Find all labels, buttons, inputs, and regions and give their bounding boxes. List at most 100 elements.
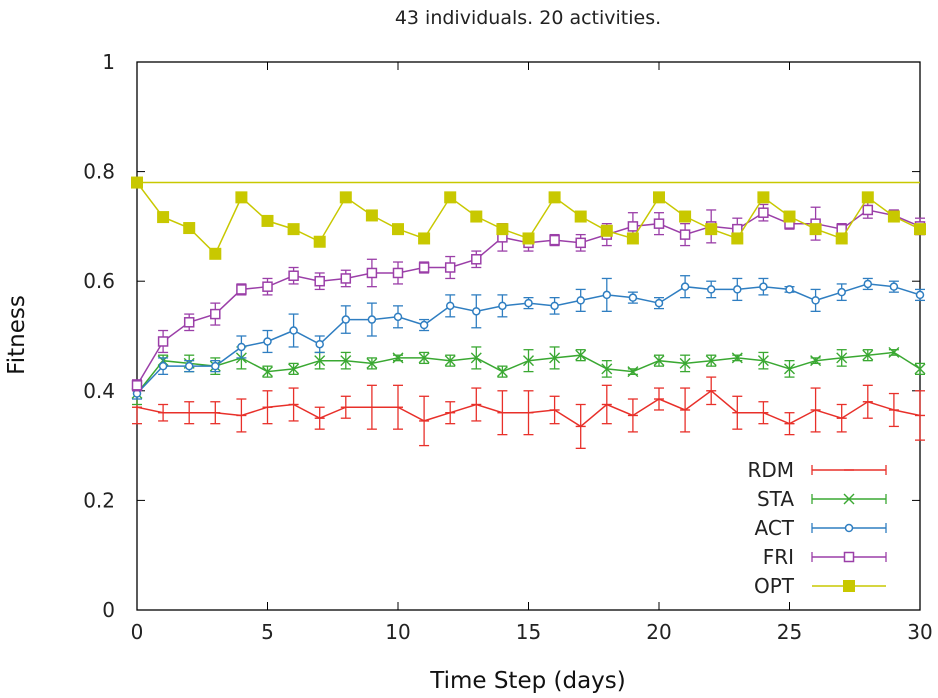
point-marker: [498, 301, 507, 311]
y-tick-label: 0.4: [83, 379, 115, 403]
point-marker-stroke: [366, 357, 378, 369]
point-marker: [183, 222, 196, 235]
point-marker: [183, 317, 195, 328]
x-tick-label: 15: [516, 620, 541, 644]
point-marker: [288, 270, 299, 281]
point-marker: [843, 493, 855, 505]
x-tick-label: 0: [131, 620, 144, 644]
point-marker: [315, 339, 324, 349]
y-tick-label: 0.8: [83, 160, 115, 184]
point-marker: [837, 287, 846, 297]
point-marker: [444, 191, 457, 204]
point-marker: [862, 349, 874, 361]
point-marker: [365, 209, 378, 222]
point-marker: [262, 366, 273, 378]
point-marker: [889, 282, 899, 291]
point-marker-stroke: [288, 363, 300, 375]
point-marker: [914, 223, 926, 236]
y-tick-label: 1: [102, 50, 115, 74]
point-marker: [785, 285, 794, 294]
point-marker-stroke: [653, 355, 665, 367]
point-marker: [628, 293, 638, 302]
point-marker-stroke: [705, 355, 717, 367]
point-marker: [757, 191, 770, 204]
y-tick-label: 0.6: [83, 269, 115, 293]
point-marker: [418, 352, 430, 364]
point-marker: [574, 210, 587, 223]
point-marker-stroke: [862, 349, 874, 361]
point-marker: [263, 337, 272, 346]
point-marker: [237, 342, 246, 352]
point-marker: [496, 366, 508, 378]
point-marker: [679, 229, 691, 240]
point-marker: [157, 211, 170, 224]
point-marker: [392, 267, 404, 279]
legend-label: STA: [757, 487, 794, 511]
point-marker: [445, 301, 455, 311]
legend-label: FRI: [763, 545, 794, 569]
y-tick-label: 0: [102, 598, 115, 622]
point-marker: [600, 224, 613, 237]
series-act: [132, 275, 925, 400]
point-marker: [472, 307, 481, 316]
series-rdm: [132, 376, 925, 449]
y-tick-label: 0.2: [83, 488, 115, 512]
point-marker-stroke: [888, 346, 900, 358]
point-marker-stroke: [340, 355, 352, 367]
point-marker: [680, 282, 690, 291]
point-marker: [444, 355, 456, 367]
point-marker: [626, 232, 639, 245]
point-marker: [313, 235, 326, 248]
axis-ticks: 0 5 10 15 20 25 30 0 0.2 0.4 0.6 0.8 1: [83, 50, 933, 644]
point-marker: [835, 232, 848, 245]
point-marker: [705, 223, 718, 236]
point-marker: [209, 247, 222, 260]
point-marker-stroke: [418, 352, 430, 364]
point-marker-stroke: [444, 355, 456, 367]
point-marker: [289, 326, 298, 335]
point-marker-stroke: [731, 352, 743, 364]
point-marker-stroke: [836, 352, 848, 364]
point-marker: [314, 275, 325, 287]
x-tick-label: 25: [777, 620, 802, 644]
point-marker: [366, 357, 378, 369]
point-marker: [418, 262, 430, 273]
point-marker: [759, 282, 768, 291]
point-marker: [863, 279, 873, 289]
chart-title: 43 individuals. 20 activities.: [395, 7, 661, 29]
point-marker: [548, 191, 561, 204]
legend-entry-opt: OPT: [754, 574, 886, 598]
point-marker: [915, 290, 925, 300]
point-marker: [393, 312, 403, 322]
point-marker: [184, 361, 194, 371]
point-marker: [157, 336, 169, 347]
point-marker: [836, 352, 848, 364]
point-marker: [705, 355, 717, 367]
y-axis-label: Fitness: [4, 295, 30, 375]
point-marker-stroke: [314, 355, 326, 367]
point-marker-stroke: [523, 355, 534, 367]
point-marker: [524, 298, 533, 308]
point-marker: [287, 223, 300, 236]
point-marker: [340, 355, 352, 367]
point-marker: [210, 308, 221, 320]
point-marker: [236, 284, 247, 295]
point-marker: [654, 298, 664, 308]
point-marker: [679, 210, 692, 223]
point-marker: [131, 176, 143, 189]
point-marker: [653, 218, 665, 229]
point-marker: [523, 355, 534, 367]
plot-frame: [136, 61, 921, 611]
point-marker: [444, 262, 456, 273]
point-marker: [810, 355, 822, 367]
point-marker: [627, 366, 639, 378]
legend-entry-act: ACT: [754, 516, 887, 540]
point-marker: [211, 361, 220, 371]
point-marker: [549, 352, 561, 364]
point-marker: [575, 349, 587, 361]
point-marker-stroke: [549, 352, 561, 364]
point-marker: [706, 285, 716, 294]
point-marker-stroke: [843, 493, 855, 505]
point-marker: [522, 232, 535, 245]
point-marker: [341, 315, 351, 324]
